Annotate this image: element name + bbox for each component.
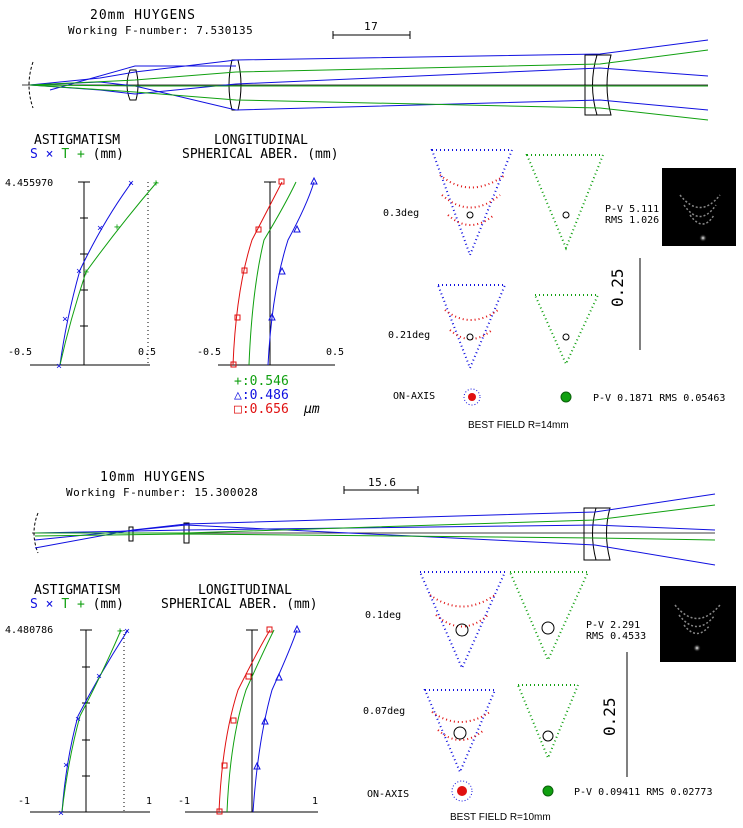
bottom-scale-label: 15.6 — [368, 476, 397, 489]
top-spot-field2 — [436, 284, 600, 371]
top-lsa-header1: LONGITUDINAL — [214, 133, 308, 148]
wavelength-green: +:0.546 — [234, 374, 289, 389]
svg-text:×: × — [128, 178, 134, 189]
svg-text:×: × — [62, 314, 68, 325]
bottom-spot-label-2: 0.07deg — [363, 706, 406, 717]
top-astig-x: × — [45, 147, 54, 162]
svg-text:×: × — [96, 671, 102, 682]
top-astig-plus: + — [76, 147, 85, 162]
top-astig-t: T — [61, 147, 70, 162]
bottom-scale-bar — [343, 486, 419, 494]
top-astig-xmin: -0.5 — [8, 347, 33, 358]
top-astig-t-curve — [59, 181, 158, 366]
top-pv: P-V 5.111 — [605, 204, 660, 215]
top-fnumber: Working F-number: 7.530135 — [68, 24, 254, 37]
bottom-lsa-header2: SPHERICAL ABER. (mm) — [161, 597, 318, 612]
bottom-astig-legend: S × T + (mm) — [30, 598, 124, 611]
bottom-lens-layout — [32, 493, 716, 566]
top-astig-header: ASTIGMATISM — [34, 133, 121, 148]
svg-text:×: × — [63, 760, 69, 771]
bottom-astig-plus: + — [76, 597, 85, 612]
top-astig-markers: × × × × × + + + — [56, 178, 159, 372]
top-spot-label-2: 0.21deg — [388, 330, 431, 341]
bottom-fnumber: Working F-number: 15.300028 — [66, 486, 259, 499]
bottom-spot-field1 — [418, 571, 590, 671]
bottom-astig-s-curve — [61, 629, 129, 813]
top-lsa-xmin: -0.5 — [197, 347, 222, 358]
wavelength-unit: μm — [304, 402, 320, 417]
bottom-astig-unit: (mm) — [92, 597, 124, 612]
bottom-astig-t-curve — [61, 629, 122, 813]
bottom-onaxis-pvrms: P-V 0.09411 RMS 0.02773 — [574, 787, 713, 798]
svg-text:×: × — [56, 361, 62, 372]
svg-text:+: + — [83, 267, 89, 278]
bottom-lsa-red — [218, 629, 271, 813]
top-spot-onaxis — [463, 388, 572, 406]
bottom-spot-onaxis — [451, 780, 554, 802]
top-lsa-red — [232, 181, 283, 366]
top-lsa-blue — [267, 181, 315, 366]
top-onaxis-label: ON-AXIS — [393, 391, 436, 402]
bottom-rms: RMS 0.4533 — [586, 631, 647, 642]
top-best-field: BEST FIELD R=14mm — [468, 420, 569, 431]
svg-text:×: × — [75, 714, 81, 725]
bottom-lsa-blue — [252, 629, 298, 813]
svg-text:×: × — [124, 626, 130, 637]
top-spot-label-1: 0.3deg — [383, 208, 420, 219]
bottom-title: 10mm HUYGENS — [100, 470, 206, 485]
top-lsa-xmax: 0.5 — [326, 347, 345, 358]
bottom-lsa-markers — [216, 624, 301, 815]
top-lsa-markers — [230, 176, 318, 368]
top-title: 20mm HUYGENS — [90, 8, 196, 23]
bottom-astig-s: S — [30, 597, 38, 612]
bottom-lsa-green — [226, 629, 275, 813]
bottom-astig-markers: × × × × × + — [58, 626, 130, 819]
svg-text:+: + — [117, 626, 123, 637]
svg-text:+: + — [114, 222, 120, 233]
bottom-lsa-axes — [185, 629, 318, 813]
top-scale-label: 17 — [364, 20, 379, 33]
top-lsa-axes — [218, 181, 335, 366]
top-astig-s: S — [30, 147, 38, 162]
bottom-astig-x: × — [45, 597, 54, 612]
svg-text:+: + — [153, 178, 159, 189]
bottom-astig-t: T — [61, 597, 70, 612]
bottom-pv: P-V 2.291 — [586, 620, 641, 631]
top-astig-axes — [30, 181, 150, 366]
svg-text:×: × — [58, 808, 64, 819]
top-rms: RMS 1.026 — [605, 215, 660, 226]
top-lsa-green — [248, 181, 297, 366]
top-onaxis-pvrms: P-V 0.1871 RMS 0.05463 — [593, 393, 726, 404]
bottom-lsa-header1: LONGITUDINAL — [198, 583, 292, 598]
top-psf-texture — [679, 194, 721, 242]
bottom-spot-label-1: 0.1deg — [365, 610, 402, 621]
top-astig-unit: (mm) — [92, 147, 124, 162]
bottom-astig-xmin: -1 — [18, 796, 31, 807]
bottom-psf-texture — [674, 604, 721, 652]
top-lsa-header2: SPHERICAL ABER. (mm) — [182, 147, 339, 162]
top-astig-xmax: 0.5 — [138, 347, 157, 358]
wavelength-red: □:0.656 — [234, 402, 289, 417]
bottom-lsa-xmax: 1 — [312, 796, 319, 807]
bottom-spot-field2 — [423, 684, 580, 775]
bottom-astig-xmax: 1 — [146, 796, 153, 807]
bottom-astig-header: ASTIGMATISM — [34, 583, 121, 598]
bottom-astig-axes — [30, 629, 150, 813]
top-astig-legend: S × T + (mm) — [30, 148, 124, 161]
top-astig-s-curve — [59, 181, 133, 366]
svg-text:×: × — [76, 266, 82, 277]
top-astig-ymax: 4.455970 — [5, 178, 54, 189]
top-scale-bar — [332, 31, 411, 39]
top-spot-field1 — [430, 149, 605, 258]
bottom-onaxis-label: ON-AXIS — [367, 789, 410, 800]
bottom-best-field: BEST FIELD R=10mm — [450, 812, 551, 823]
wavelength-blue: △:0.486 — [234, 388, 289, 403]
bottom-astig-ymax: 4.480786 — [5, 625, 54, 636]
top-lens-layout — [22, 39, 709, 121]
top-psf-image — [662, 168, 736, 246]
svg-text:×: × — [97, 223, 103, 234]
bottom-lsa-xmin: -1 — [178, 796, 191, 807]
